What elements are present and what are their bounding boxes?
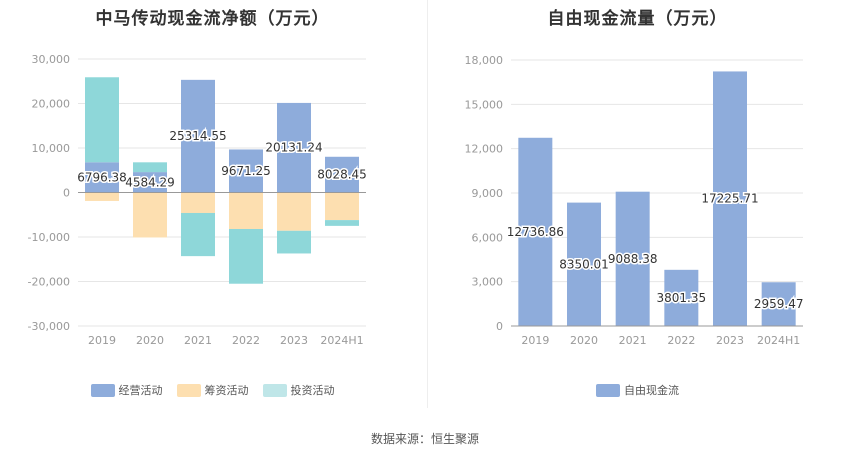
- y-tick-label: 3,000: [472, 276, 504, 289]
- bar-投资活动-2023: [277, 230, 311, 254]
- data-label: 9671.25: [221, 164, 271, 178]
- x-tick-label: 2022: [667, 334, 695, 347]
- data-label: 20131.24: [265, 141, 322, 155]
- y-tick-label: 0: [63, 187, 70, 200]
- y-tick-label: 0: [496, 320, 503, 333]
- bar-自由现金流-2024H1: [761, 282, 796, 326]
- x-tick-label: 2023: [280, 334, 308, 347]
- data-label: 4584.29: [125, 175, 175, 189]
- bar-投资活动-2021: [181, 212, 215, 257]
- bar-筹资活动-2023: [277, 192, 311, 231]
- bar-投资活动-2022: [229, 228, 263, 284]
- chart-divider: [427, 0, 428, 408]
- bar-自由现金流-2022: [664, 269, 699, 326]
- legend-swatch-financing: [176, 383, 201, 397]
- x-tick-label: 2019: [521, 334, 549, 347]
- bar-筹资活动-2021: [181, 192, 215, 213]
- y-tick-label: 6,000: [472, 231, 504, 244]
- y-tick-label: 20,000: [32, 98, 71, 111]
- y-tick-label: 9,000: [472, 187, 504, 200]
- x-tick-label: 2024H1: [757, 334, 800, 347]
- bar-自由现金流-2023: [713, 71, 747, 326]
- legend-label-financing: 筹资活动: [204, 384, 249, 397]
- left-legend: 经营活动 筹资活动 投资活动: [0, 382, 425, 398]
- x-tick-label: 2021: [184, 334, 212, 347]
- bar-自由现金流-2020: [567, 202, 601, 326]
- bar-投资活动-2019: [85, 77, 119, 163]
- data-label: 8028.45: [317, 168, 367, 182]
- legend-label-operating: 经营活动: [118, 384, 163, 397]
- bar-经营活动-2021: [181, 79, 215, 193]
- x-tick-label: 2019: [88, 334, 116, 347]
- left-chart-title: 中马传动现金流净额（万元）: [95, 9, 330, 29]
- y-tick-label: 10,000: [32, 142, 71, 155]
- data-label: 8350.01: [559, 257, 609, 271]
- x-tick-label: 2020: [570, 334, 598, 347]
- legend-swatch-investing: [262, 383, 287, 397]
- bar-筹资活动-2024H1: [325, 192, 359, 221]
- legend-label-free-cash-flow: 自由现金流: [624, 384, 679, 397]
- legend-item-investing[interactable]: 投资活动: [262, 382, 335, 398]
- x-tick-label: 2020: [136, 334, 164, 347]
- y-tick-label: 18,000: [465, 54, 504, 67]
- y-tick-label: 30,000: [32, 53, 71, 66]
- legend-swatch-operating: [90, 383, 115, 397]
- data-source: 数据来源：恒生聚源: [370, 432, 479, 446]
- x-tick-label: 2023: [716, 334, 744, 347]
- data-label: 2959.47: [754, 297, 804, 311]
- bar-投资活动-2020: [133, 162, 167, 173]
- bar-筹资活动-2022: [229, 192, 263, 229]
- bar-经营活动-2024H1: [325, 156, 359, 193]
- x-tick-label: 2022: [232, 334, 260, 347]
- data-label: 25314.55: [169, 129, 226, 143]
- bar-经营活动-2023: [277, 102, 311, 193]
- bar-筹资活动-2020: [133, 192, 167, 238]
- data-label: 12736.86: [507, 225, 564, 239]
- y-tick-label: 15,000: [465, 98, 504, 111]
- y-tick-label: -30,000: [28, 320, 70, 333]
- bar-经营活动-2022: [229, 149, 263, 193]
- right-legend: 自由现金流: [425, 382, 850, 398]
- bar-经营活动-2020: [133, 172, 167, 193]
- y-tick-label: 12,000: [465, 143, 504, 156]
- bar-投资活动-2024H1: [325, 220, 359, 226]
- data-label: 9088.38: [608, 252, 658, 266]
- bar-自由现金流-2019: [518, 137, 553, 326]
- cash-flow-net-chart: 30,000 20,000 10,000 0 -10,000 -20,000 -30,000…: [28, 53, 369, 347]
- legend-label-investing: 投资活动: [290, 384, 335, 397]
- free-cash-flow-chart: 18,000 15,000 12,000 9,000 6,000 3,000 0 2019 20…: [465, 54, 805, 347]
- y-tick-label: -10,000: [28, 231, 70, 244]
- bar-经营活动-2019: [85, 162, 119, 193]
- legend-swatch-free-cash-flow: [596, 383, 620, 397]
- x-tick-label: 2024H1: [320, 334, 363, 347]
- data-label: 6796.38: [77, 170, 127, 184]
- legend-item-free-cash-flow[interactable]: 自由现金流: [596, 382, 679, 398]
- data-label: 3801.35: [657, 291, 707, 305]
- bar-筹资活动-2019: [85, 192, 119, 201]
- data-label: 17225.71: [701, 192, 758, 206]
- x-tick-label: 2021: [619, 334, 647, 347]
- legend-item-operating[interactable]: 经营活动: [90, 382, 163, 398]
- bar-自由现金流-2021: [615, 191, 650, 326]
- y-tick-label: -20,000: [28, 276, 70, 289]
- legend-item-financing[interactable]: 筹资活动: [176, 382, 249, 398]
- right-chart-title: 自由现金流量（万元）: [547, 9, 728, 29]
